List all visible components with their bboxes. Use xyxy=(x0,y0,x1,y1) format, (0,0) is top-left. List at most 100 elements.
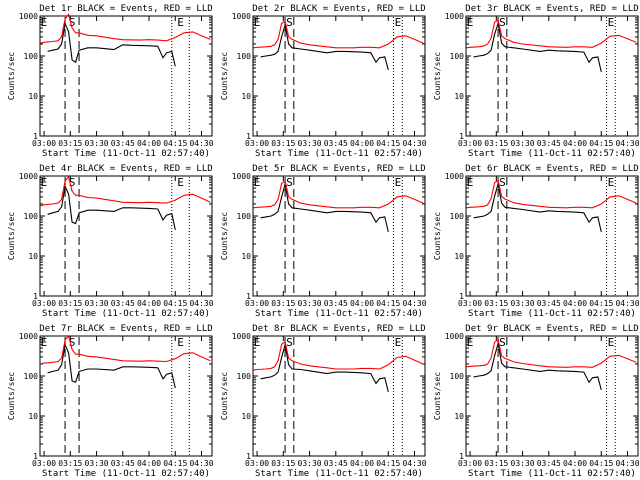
time-marker-label: E xyxy=(395,176,402,189)
time-marker-label: E xyxy=(254,16,261,29)
x-tick-label: 03:00 xyxy=(32,139,56,148)
series-line-events xyxy=(47,184,176,231)
series-line-events xyxy=(473,183,602,233)
x-tick-label: 04:00 xyxy=(350,459,374,468)
chart-panel: Det 9r BLACK = Events, RED = LLD 1 10 100 10… xyxy=(433,324,640,479)
y-tick-label: 10 xyxy=(28,92,38,101)
y-axis-label: Counts/sec xyxy=(220,52,229,100)
chart-panel: Det 1r BLACK = Events, RED = LLD 1 10 100 10… xyxy=(7,4,214,159)
y-tick-label: 1000 xyxy=(19,172,38,181)
x-tick-label: 03:15 xyxy=(58,459,82,468)
time-marker-label: E xyxy=(467,176,474,189)
x-tick-label: 04:30 xyxy=(615,299,639,308)
x-tick-label: 04:15 xyxy=(589,299,613,308)
x-tick-label: 04:15 xyxy=(376,299,400,308)
x-tick-label: 03:15 xyxy=(58,299,82,308)
time-marker-label: E xyxy=(395,336,402,349)
y-tick-label: 1 xyxy=(246,452,251,461)
plot-frame xyxy=(39,15,213,137)
x-tick-label: 03:15 xyxy=(484,139,508,148)
x-tick-label: 03:30 xyxy=(85,459,109,468)
y-tick-label: 100 xyxy=(450,52,465,61)
plot-frame xyxy=(39,175,213,297)
time-marker-label: E xyxy=(41,336,48,349)
y-axis-label: Counts/sec xyxy=(433,372,442,420)
y-tick-label: 1000 xyxy=(19,332,38,341)
x-tick-label: 03:00 xyxy=(458,139,482,148)
y-tick-label: 1000 xyxy=(232,12,251,21)
chart-panel: Det 8r BLACK = Events, RED = LLD 1 10 100 10… xyxy=(220,324,427,479)
y-tick-label: 1000 xyxy=(445,332,464,341)
y-tick-label: 1 xyxy=(246,292,251,301)
time-marker-label: E xyxy=(177,16,184,29)
x-axis-label: Start Time (11-Oct-11 02:57:40) xyxy=(42,309,210,319)
plot-frame xyxy=(465,15,639,137)
x-tick-label: 03:15 xyxy=(271,139,295,148)
x-tick-label: 03:30 xyxy=(511,459,535,468)
x-tick-label: 03:15 xyxy=(58,139,82,148)
y-tick-label: 10 xyxy=(241,412,251,421)
y-tick-label: 100 xyxy=(24,212,39,221)
x-tick-label: 04:00 xyxy=(137,299,161,308)
x-tick-label: 03:00 xyxy=(32,299,56,308)
x-tick-label: 03:15 xyxy=(271,459,295,468)
chart-panel: Det 6r BLACK = Events, RED = LLD 1 10 100 10… xyxy=(433,164,640,319)
chart-panel: Det 2r BLACK = Events, RED = LLD 1 10 100 10… xyxy=(220,4,427,159)
time-marker-label: E xyxy=(608,176,615,189)
x-tick-label: 04:30 xyxy=(402,299,426,308)
x-tick-label: 04:30 xyxy=(615,459,639,468)
chart-title: Det 8r BLACK = Events, RED = LLD xyxy=(252,324,425,334)
y-tick-label: 1 xyxy=(246,132,251,141)
chart-title: Det 9r BLACK = Events, RED = LLD xyxy=(465,324,638,334)
x-tick-label: 04:30 xyxy=(189,139,213,148)
x-tick-label: 03:00 xyxy=(245,459,269,468)
x-tick-label: 04:00 xyxy=(137,139,161,148)
x-tick-label: 04:15 xyxy=(589,139,613,148)
chart-title: Det 2r BLACK = Events, RED = LLD xyxy=(252,4,425,14)
x-tick-label: 03:30 xyxy=(298,139,322,148)
x-tick-label: 04:15 xyxy=(376,139,400,148)
x-tick-label: 03:45 xyxy=(111,139,135,148)
time-marker-label: S xyxy=(69,336,76,349)
y-tick-label: 1 xyxy=(459,132,464,141)
chart-title: Det 1r BLACK = Events, RED = LLD xyxy=(39,4,212,14)
plot-frame xyxy=(252,335,426,457)
x-tick-label: 04:30 xyxy=(615,139,639,148)
chart-title: Det 4r BLACK = Events, RED = LLD xyxy=(39,164,212,174)
y-tick-label: 100 xyxy=(450,372,465,381)
y-tick-label: 100 xyxy=(24,52,39,61)
time-marker-label: E xyxy=(177,336,184,349)
x-tick-label: 03:45 xyxy=(111,299,135,308)
x-tick-label: 03:00 xyxy=(32,459,56,468)
y-tick-label: 1 xyxy=(33,292,38,301)
x-tick-label: 03:45 xyxy=(324,459,348,468)
x-tick-label: 03:15 xyxy=(484,459,508,468)
series-line-lld xyxy=(253,340,424,371)
x-tick-label: 03:00 xyxy=(245,299,269,308)
series-line-lld xyxy=(466,179,637,209)
chart-panel: Det 3r BLACK = Events, RED = LLD 1 10 100 10… xyxy=(433,4,640,159)
x-tick-label: 03:15 xyxy=(271,299,295,308)
x-axis-label: Start Time (11-Oct-11 02:57:40) xyxy=(42,469,210,479)
x-tick-label: 04:30 xyxy=(402,459,426,468)
x-tick-label: 03:45 xyxy=(537,299,561,308)
x-tick-label: 04:15 xyxy=(163,299,187,308)
plot-frame xyxy=(465,175,639,297)
x-tick-label: 03:45 xyxy=(324,299,348,308)
time-marker-label: S xyxy=(286,176,293,189)
time-marker-label: E xyxy=(395,16,402,29)
chart-panel: Det 4r BLACK = Events, RED = LLD 1 10 100 10… xyxy=(7,164,214,319)
plot-frame xyxy=(252,15,426,137)
y-tick-label: 1 xyxy=(33,452,38,461)
time-marker-label: E xyxy=(467,336,474,349)
y-tick-label: 100 xyxy=(237,372,252,381)
x-tick-label: 04:15 xyxy=(163,139,187,148)
x-tick-label: 04:00 xyxy=(137,459,161,468)
x-tick-label: 04:15 xyxy=(376,459,400,468)
series-line-events xyxy=(47,343,176,389)
time-marker-label: E xyxy=(41,176,48,189)
y-tick-label: 10 xyxy=(241,252,251,261)
time-marker-label: E xyxy=(254,336,261,349)
y-tick-label: 1000 xyxy=(445,12,464,21)
time-marker-label: E xyxy=(608,336,615,349)
